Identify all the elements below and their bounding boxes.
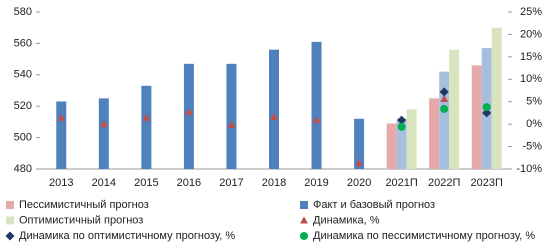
- marker: [482, 108, 492, 118]
- x-tick-label: 2016: [177, 177, 201, 189]
- y-tick-label: 500: [14, 132, 32, 144]
- x-tick-label: 2021П: [385, 177, 417, 189]
- marker: [482, 103, 491, 112]
- y2-tick-label: 20%: [520, 28, 542, 40]
- x-tick-label: 2017: [219, 177, 243, 189]
- y2-tick-label: -10%: [516, 163, 542, 175]
- bar: [56, 101, 67, 169]
- chart: 480 500 520 540 560 580 -10% -5% 0% 5% 10% 15% 20% 25…: [5, 6, 542, 242]
- marker: [439, 87, 449, 97]
- y-tick-label: 580: [14, 6, 32, 18]
- bar: [429, 98, 440, 169]
- y2-tick-label: 25%: [520, 6, 542, 18]
- x-tick-label: 2013: [49, 177, 73, 189]
- legend-label: Факт и базовый прогноз: [313, 199, 435, 211]
- marker: [440, 95, 449, 103]
- y-tick-label: 520: [14, 100, 32, 112]
- bar: [183, 63, 194, 170]
- bar: [98, 98, 109, 169]
- legend-swatch: [6, 216, 14, 225]
- marker: [57, 113, 66, 121]
- legend-label: Динамика по оптимистичному прогнозу, %: [19, 230, 235, 242]
- y-tick-label: 540: [14, 69, 32, 81]
- y2-tick-label: 5%: [526, 96, 542, 108]
- marker: [227, 121, 236, 129]
- bar: [386, 123, 397, 169]
- marker: [440, 104, 449, 113]
- marker: [397, 122, 406, 131]
- legend-label: Пессимистичный прогноз: [19, 199, 149, 211]
- marker: [312, 116, 321, 124]
- marker: [184, 108, 193, 116]
- x-tick-label: 2022П: [428, 177, 460, 189]
- x-tick-label: 2019: [304, 177, 328, 189]
- bar: [449, 49, 460, 169]
- legend-label: Динамика по пессимистичному прогнозу, %: [313, 230, 535, 242]
- x-tick-label: 2015: [134, 177, 158, 189]
- bar: [354, 118, 365, 169]
- bar: [439, 71, 450, 169]
- y2-tick-label: 0%: [526, 118, 542, 130]
- x-tick-label: 2020: [347, 177, 371, 189]
- bar: [269, 49, 279, 169]
- bar: [471, 65, 482, 169]
- y-tick-label: 560: [14, 37, 32, 49]
- legend-swatch: [6, 201, 14, 209]
- legend-swatch: [300, 201, 308, 209]
- marker: [397, 115, 407, 125]
- x-tick-label: 2023П: [471, 177, 503, 189]
- bar: [491, 27, 502, 170]
- marker: [300, 232, 308, 240]
- y2-tick-label: -5%: [522, 140, 542, 152]
- legend-label: Динамика, %: [313, 214, 380, 226]
- marker: [300, 216, 308, 224]
- marker: [142, 113, 151, 121]
- marker: [5, 231, 15, 241]
- bar: [311, 41, 322, 169]
- y-tick-label: 480: [14, 163, 32, 175]
- bar: [396, 118, 407, 169]
- y2-tick-label: 15%: [520, 51, 542, 63]
- bar: [141, 85, 152, 169]
- y2-tick-label: 10%: [520, 73, 542, 85]
- marker: [270, 112, 278, 120]
- legend-label: Оптимистичный прогноз: [19, 214, 143, 226]
- x-tick-label: 2018: [262, 177, 286, 189]
- bar: [226, 63, 237, 170]
- x-tick-label: 2014: [92, 177, 116, 189]
- marker: [99, 120, 108, 128]
- bar: [406, 109, 417, 169]
- marker: [355, 159, 364, 167]
